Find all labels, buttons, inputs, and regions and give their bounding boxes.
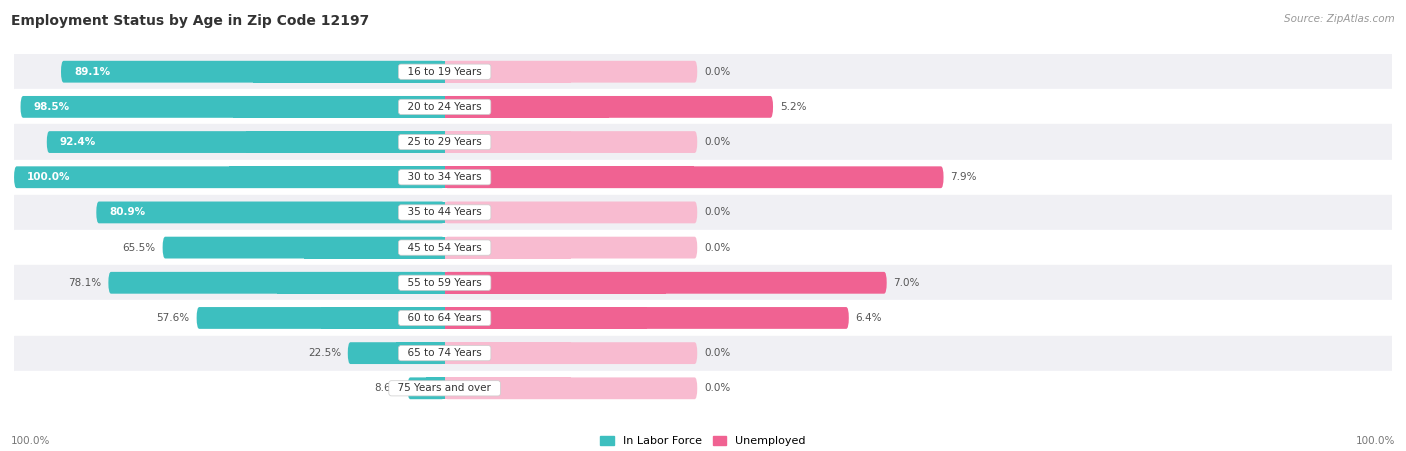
Text: 8.6%: 8.6% [374,383,401,393]
Bar [321,307,444,329]
Text: 0.0%: 0.0% [704,207,730,217]
Text: 6.4%: 6.4% [856,313,882,323]
Bar [396,342,444,364]
Bar [444,237,571,258]
Text: 100.0%: 100.0% [1355,437,1395,446]
Text: 78.1%: 78.1% [69,278,101,288]
Bar [229,166,444,188]
Bar [304,237,444,258]
Text: 0.0%: 0.0% [704,243,730,253]
Text: 55 to 59 Years: 55 to 59 Years [401,278,488,288]
FancyBboxPatch shape [444,237,697,258]
Text: 89.1%: 89.1% [75,67,110,77]
Text: 30 to 34 Years: 30 to 34 Years [401,172,488,182]
Text: 100.0%: 100.0% [27,172,70,182]
Text: 100.0%: 100.0% [11,437,51,446]
Text: 45 to 54 Years: 45 to 54 Years [401,243,488,253]
Text: 75 Years and over: 75 Years and over [391,383,498,393]
Text: 0.0%: 0.0% [704,137,730,147]
FancyBboxPatch shape [197,307,444,329]
FancyBboxPatch shape [444,61,697,83]
Bar [14,54,1392,89]
FancyBboxPatch shape [347,342,444,364]
Text: 65 to 74 Years: 65 to 74 Years [401,348,488,358]
Legend: In Labor Force, Unemployed: In Labor Force, Unemployed [598,433,808,450]
Bar [14,371,1392,406]
Bar [270,202,444,223]
Text: 65.5%: 65.5% [122,243,156,253]
Text: 22.5%: 22.5% [308,348,340,358]
FancyBboxPatch shape [14,166,444,188]
FancyBboxPatch shape [96,202,444,223]
Text: 0.0%: 0.0% [704,383,730,393]
FancyBboxPatch shape [46,131,444,153]
Bar [444,202,571,223]
Bar [14,195,1392,230]
Bar [444,272,665,294]
Text: 7.9%: 7.9% [950,172,977,182]
Text: 57.6%: 57.6% [156,313,190,323]
Text: 25 to 29 Years: 25 to 29 Years [401,137,488,147]
Bar [14,265,1392,300]
FancyBboxPatch shape [60,61,444,83]
FancyBboxPatch shape [408,377,444,399]
Bar [14,89,1392,124]
Bar [253,61,444,83]
FancyBboxPatch shape [444,342,697,364]
Text: 16 to 19 Years: 16 to 19 Years [401,67,488,77]
Text: 0.0%: 0.0% [704,348,730,358]
Bar [246,131,444,153]
Bar [444,131,571,153]
Text: 5.2%: 5.2% [780,102,807,112]
Bar [14,300,1392,336]
Text: 92.4%: 92.4% [59,137,96,147]
Text: Source: ZipAtlas.com: Source: ZipAtlas.com [1284,14,1395,23]
FancyBboxPatch shape [444,377,697,399]
FancyBboxPatch shape [444,272,887,294]
Text: 35 to 44 Years: 35 to 44 Years [401,207,488,217]
FancyBboxPatch shape [444,96,773,118]
Text: 98.5%: 98.5% [34,102,69,112]
Bar [426,377,444,399]
Bar [444,96,609,118]
Text: 80.9%: 80.9% [110,207,145,217]
Text: 0.0%: 0.0% [704,67,730,77]
Text: 7.0%: 7.0% [894,278,920,288]
Bar [444,342,571,364]
Bar [277,272,444,294]
FancyBboxPatch shape [444,307,849,329]
FancyBboxPatch shape [444,202,697,223]
Text: 60 to 64 Years: 60 to 64 Years [401,313,488,323]
Bar [444,307,647,329]
Bar [444,377,571,399]
Bar [14,230,1392,265]
FancyBboxPatch shape [21,96,444,118]
Bar [14,160,1392,195]
Bar [444,61,571,83]
FancyBboxPatch shape [444,131,697,153]
Bar [14,124,1392,160]
FancyBboxPatch shape [444,166,943,188]
FancyBboxPatch shape [163,237,444,258]
Bar [444,166,695,188]
FancyBboxPatch shape [108,272,444,294]
Text: 20 to 24 Years: 20 to 24 Years [401,102,488,112]
Text: Employment Status by Age in Zip Code 12197: Employment Status by Age in Zip Code 121… [11,14,370,28]
Bar [14,336,1392,371]
Bar [232,96,444,118]
